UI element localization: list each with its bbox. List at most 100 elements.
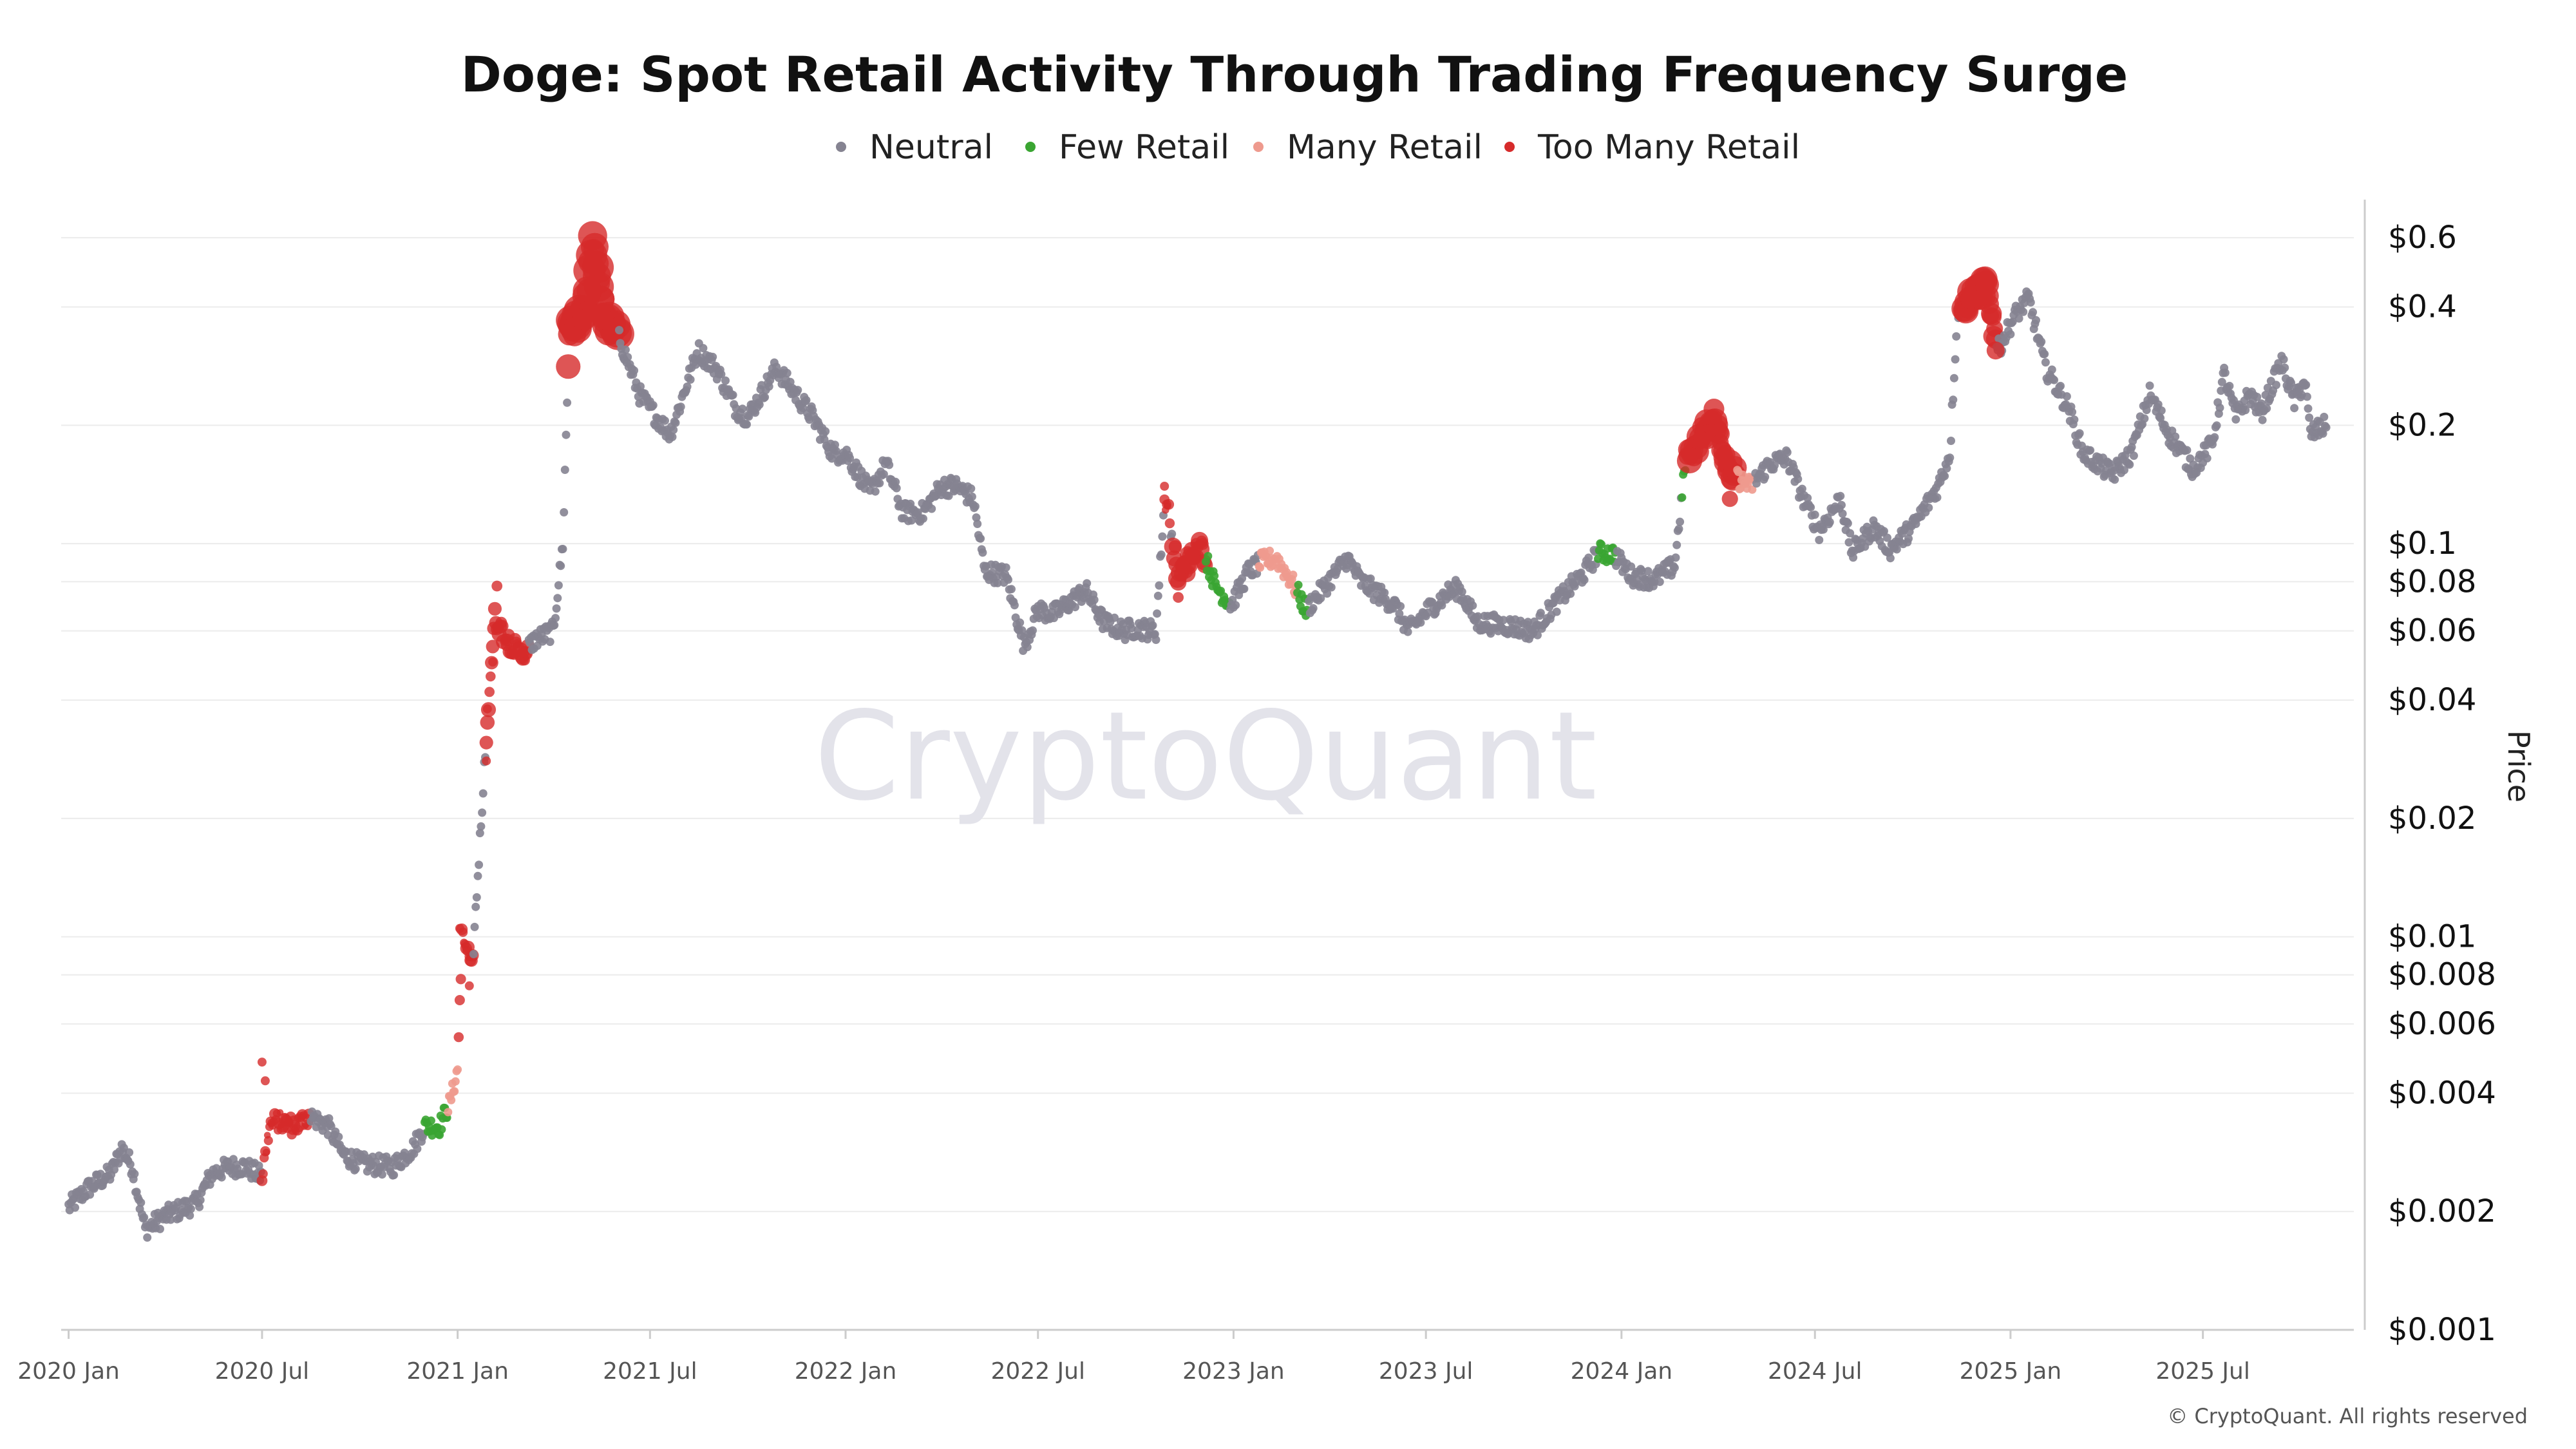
data-point-neutral	[86, 1190, 95, 1199]
data-point-neutral	[2029, 308, 2038, 317]
data-point-neutral	[471, 902, 480, 911]
data-point-neutral	[686, 375, 695, 384]
data-point-neutral	[1151, 636, 1160, 644]
y-tick-label: $0.001	[2388, 1312, 2496, 1348]
data-point-neutral	[1566, 589, 1575, 598]
data-point-neutral	[972, 513, 981, 522]
data-point-neutral	[772, 363, 781, 372]
data-point-too-many	[453, 1032, 464, 1043]
data-point-neutral	[196, 1196, 205, 1204]
y-tick-label: $0.06	[2388, 613, 2476, 649]
data-point-neutral	[1886, 554, 1895, 563]
data-point-neutral	[1849, 553, 1858, 562]
data-point-neutral	[2217, 377, 2226, 386]
data-point-neutral	[2262, 404, 2271, 413]
data-point-neutral	[1883, 533, 1891, 542]
data-point-neutral	[2019, 307, 2028, 316]
data-point-neutral	[892, 484, 901, 493]
legend-item-too-many-retail[interactable]: Too Many Retail	[1504, 128, 1800, 167]
y-tick-label: $0.006	[2388, 1006, 2496, 1042]
data-point-too-many	[262, 1148, 270, 1157]
data-point-neutral	[550, 621, 559, 630]
data-point-neutral	[125, 1148, 134, 1157]
data-point-neutral	[891, 477, 900, 486]
data-point-neutral	[978, 548, 987, 557]
x-tick-label: 2025 Jan	[1960, 1358, 2062, 1385]
legend-item-neutral[interactable]: Neutral	[836, 128, 993, 167]
data-point-neutral	[1655, 578, 1664, 586]
data-point-many	[450, 1087, 459, 1096]
legend-marker-neutral	[836, 142, 846, 152]
y-axis-ticks: $0.6 $0.4 $0.2 $0.1$0.08 $0.06 $0.04 $0.02 $0.0…	[2388, 220, 2496, 1348]
legend-item-few-retail[interactable]: Few Retail	[1025, 128, 1229, 167]
data-point-neutral	[1395, 609, 1404, 618]
data-point-neutral	[195, 1202, 204, 1211]
data-point-neutral	[1770, 461, 1779, 470]
data-point-neutral	[545, 638, 554, 647]
data-point-neutral	[1838, 509, 1847, 518]
data-point-neutral	[793, 386, 802, 395]
data-point-neutral	[563, 398, 572, 407]
data-point-neutral	[2287, 379, 2296, 387]
data-point-neutral	[1942, 464, 1951, 473]
data-point-too-many	[1168, 540, 1182, 553]
data-point-too-many	[455, 923, 464, 933]
data-point-neutral	[2068, 408, 2077, 417]
legend: Neutral Few Retail Many Retail Too Many …	[836, 128, 1800, 167]
data-point-neutral	[1090, 595, 1099, 604]
data-point-neutral	[744, 412, 753, 421]
data-point-too-many	[488, 657, 498, 667]
data-point-neutral	[755, 400, 764, 409]
y-tick-label: $0.6	[2388, 220, 2457, 256]
data-point-neutral	[971, 502, 980, 511]
data-point-neutral	[2047, 365, 2056, 374]
data-point-neutral	[551, 614, 560, 623]
data-point-neutral	[1016, 618, 1025, 627]
data-point-neutral	[1153, 609, 1162, 618]
data-point-neutral	[976, 534, 985, 543]
data-point-neutral	[469, 950, 478, 958]
data-point-neutral	[738, 404, 747, 413]
y-tick-label: $0.02	[2388, 800, 2476, 837]
data-point-neutral	[1637, 566, 1646, 575]
data-point-neutral	[2183, 446, 2192, 455]
data-point-too-many	[484, 687, 495, 697]
data-point-neutral	[1018, 626, 1027, 635]
data-point-neutral	[2280, 363, 2289, 372]
data-point-many	[444, 1108, 453, 1117]
data-point-neutral	[1155, 581, 1164, 590]
data-point-neutral	[1949, 395, 1958, 404]
data-point-neutral	[1007, 585, 1016, 594]
data-point-neutral	[1524, 618, 1533, 627]
legend-item-many-retail[interactable]: Many Retail	[1253, 128, 1482, 167]
data-point-neutral	[1819, 525, 1828, 534]
data-point-neutral	[1010, 601, 1019, 610]
x-tick-label: 2021 Jul	[603, 1358, 697, 1385]
data-point-neutral	[140, 1213, 149, 1222]
x-tick-label: 2022 Jan	[795, 1358, 897, 1385]
data-point-neutral	[1416, 618, 1425, 627]
data-point-few	[437, 1125, 446, 1134]
data-point-neutral	[560, 466, 569, 474]
data-point-neutral	[1810, 510, 1819, 519]
data-point-neutral	[671, 419, 680, 427]
data-point-neutral	[2257, 399, 2266, 408]
data-point-neutral	[2041, 358, 2050, 367]
data-point-neutral	[875, 478, 884, 488]
y-tick-label: $0.004	[2388, 1075, 2496, 1111]
data-point-neutral	[683, 382, 692, 391]
x-tick-label: 2021 Jan	[406, 1358, 509, 1385]
data-point-too-many	[263, 1136, 273, 1146]
data-point-neutral	[2075, 429, 2084, 438]
data-point-neutral	[1933, 493, 1942, 502]
data-point-neutral	[558, 545, 567, 553]
data-point-few	[1294, 580, 1303, 589]
data-point-neutral	[676, 402, 685, 412]
data-point-neutral	[1168, 529, 1177, 538]
data-point-neutral	[130, 1170, 139, 1179]
data-point-neutral	[1825, 518, 1834, 527]
data-point-neutral	[2320, 412, 2329, 421]
data-point-neutral	[71, 1203, 79, 1212]
data-point-neutral	[1952, 332, 1961, 341]
data-point-neutral	[2040, 350, 2049, 359]
